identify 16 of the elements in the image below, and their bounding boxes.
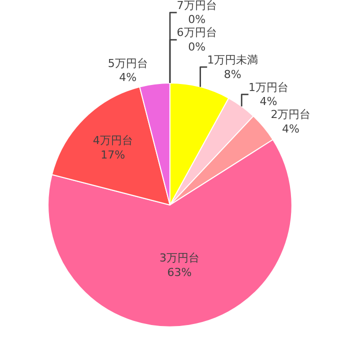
data-label: 8% xyxy=(224,68,242,81)
slice-label: 1万円台 xyxy=(248,80,288,94)
slice-label: 5万円台 xyxy=(108,56,148,70)
slice-label: 3万円台 xyxy=(160,252,200,265)
data-label: 63% xyxy=(167,266,192,279)
slice-label: 2万円台 xyxy=(270,108,311,122)
data-label: 4% xyxy=(282,122,300,136)
category-label: 6万円台 xyxy=(176,26,217,40)
data-label: 4% xyxy=(119,71,137,84)
category-label: 7万円台 xyxy=(176,0,217,12)
slice-label: 4万円台 xyxy=(92,134,133,148)
text: 0% xyxy=(188,13,206,26)
data-label: 4% xyxy=(260,95,278,108)
slice-label: 1万円未満 xyxy=(207,53,258,66)
data-label: 17% xyxy=(100,148,126,162)
text: 0% xyxy=(188,40,206,54)
